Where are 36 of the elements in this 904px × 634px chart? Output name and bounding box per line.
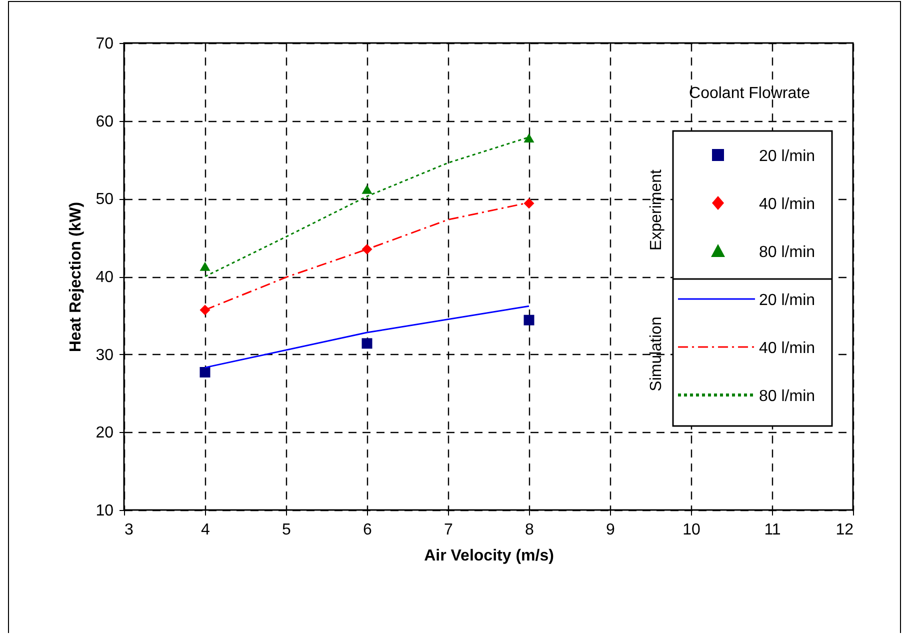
legend-title: Coolant Flowrate <box>689 85 810 102</box>
y-tick-label: 40 <box>96 269 114 286</box>
x-tick-label: 9 <box>606 522 616 538</box>
point <box>200 366 210 378</box>
annotation: Experiment <box>648 168 665 250</box>
legend-label: 80 l/min <box>759 244 816 261</box>
x-tick-label: 8 <box>525 522 534 538</box>
y-tick-label: 50 <box>96 191 114 208</box>
point <box>524 133 534 142</box>
x-tick-label: 5 <box>282 522 292 538</box>
legend-label: 40 l/min <box>759 340 816 357</box>
y-axis-title: Heat Rejection (kW) <box>68 202 85 352</box>
x-tick-label: 11 <box>764 522 781 538</box>
point <box>524 314 534 326</box>
x-axis-title: Air Velocity (m/s) <box>424 548 554 564</box>
x-tick-label: 10 <box>682 522 700 538</box>
point <box>524 198 534 209</box>
y-tick-label: 30 <box>96 346 114 364</box>
x-tick-label: 7 <box>444 522 454 538</box>
point <box>200 262 210 271</box>
x-tick-label: 4 <box>201 522 210 538</box>
legend-label: 20 l/min <box>759 292 816 309</box>
x-tick-label: 3 <box>124 522 134 538</box>
point <box>362 184 372 194</box>
y-tick-label: 60 <box>96 113 114 130</box>
legend-label: 40 l/min <box>759 196 816 213</box>
y-tick-label: 20 <box>96 424 114 442</box>
y-tick-label: 70 <box>96 36 114 52</box>
annotation: Simulation <box>648 316 665 392</box>
legend-label: 80 l/min <box>759 388 816 405</box>
y-tick-label: 10 <box>96 502 114 520</box>
x-tick-label: 6 <box>363 522 372 538</box>
legend-label: 20 l/min <box>759 148 816 165</box>
point <box>362 338 372 349</box>
x-tick-label: 12 <box>836 522 854 538</box>
point <box>362 244 372 254</box>
